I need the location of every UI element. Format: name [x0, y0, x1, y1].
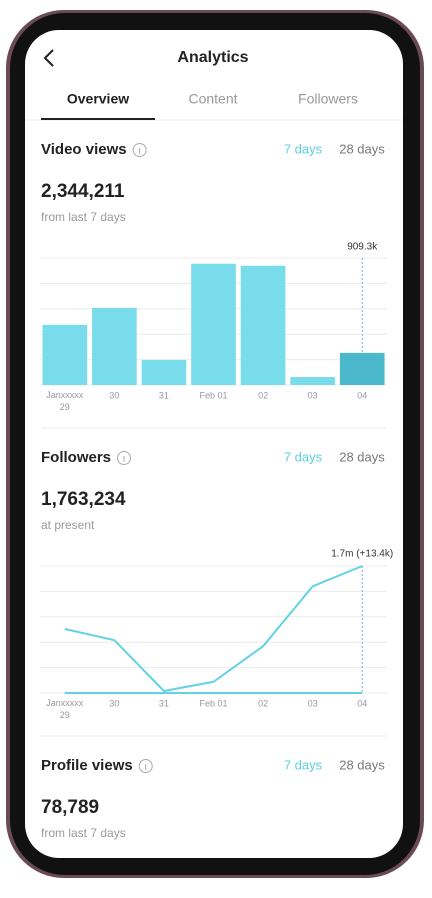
x-tick-label: 31 [159, 390, 169, 400]
range-option[interactable]: 28 days [339, 449, 385, 464]
bar [191, 263, 236, 385]
section-title: Followers [41, 449, 111, 466]
bar [290, 376, 335, 385]
value-label: 1.7m (+13.4k) [331, 549, 393, 560]
range-option[interactable]: 28 days [339, 141, 385, 156]
info-icon[interactable] [138, 759, 153, 773]
x-tick-label: 31 [159, 698, 169, 708]
x-tick-label: 02 [258, 698, 268, 708]
tab[interactable]: Content [188, 91, 237, 107]
x-tick-label: 30 [109, 390, 119, 400]
bar [240, 265, 286, 385]
section-title: Video views [41, 141, 127, 158]
bar [339, 352, 385, 385]
range-option[interactable]: 7 days [284, 757, 323, 772]
section-total: 1,763,234 [41, 489, 126, 510]
section-total: 2,344,211 [41, 181, 125, 202]
x-tick-label: 03 [308, 698, 318, 708]
range-option[interactable]: 7 days [284, 141, 323, 156]
x-tick-label: 04 [357, 390, 367, 400]
section-title: Profile views [41, 757, 133, 774]
section-caption: at present [41, 518, 95, 532]
x-tick-label: Feb 01 [199, 390, 227, 400]
x-tick-label: 03 [308, 390, 318, 400]
tab[interactable]: Overview [67, 91, 129, 107]
range-option[interactable]: 7 days [284, 449, 323, 464]
screen [25, 30, 403, 858]
section-total: 78,789 [41, 797, 99, 818]
section-caption: from last 7 days [41, 826, 126, 840]
value-label: 909.3k [347, 242, 378, 253]
bar [141, 359, 187, 385]
bar [92, 307, 137, 385]
bar [42, 324, 88, 385]
x-tick-label: 04 [357, 698, 367, 708]
info-icon[interactable] [117, 451, 132, 465]
x-tick-label: Janxxxxx 29 [46, 390, 84, 412]
line [64, 565, 363, 693]
header-title: Analytics [177, 49, 248, 66]
x-tick-label: 30 [109, 698, 119, 708]
x-tick-label: 02 [258, 390, 268, 400]
range-option[interactable]: 28 days [339, 757, 385, 772]
back-button[interactable] [43, 49, 54, 67]
info-icon[interactable] [132, 143, 147, 157]
section-caption: from last 7 days [41, 210, 126, 224]
x-tick-label: Feb 01 [199, 698, 227, 708]
x-tick-label: Janxxxxx 29 [46, 698, 84, 720]
tab[interactable]: Followers [298, 91, 358, 107]
